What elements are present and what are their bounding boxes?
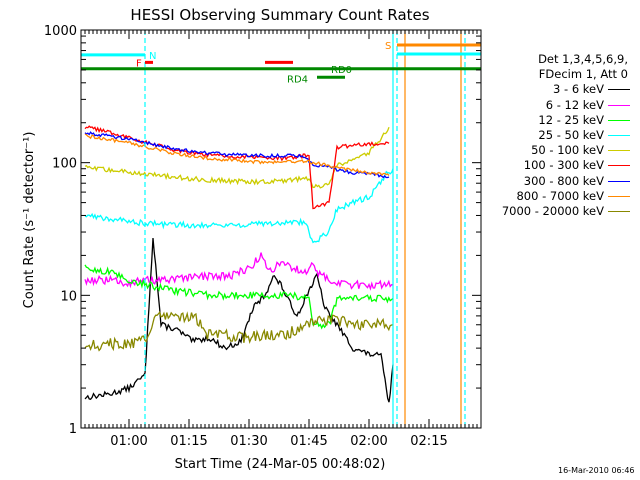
flag-label-rd0: RD0 [331,65,352,76]
legend-label: 100 - 300 keV [523,158,604,173]
legend-entry: 7000 - 20000 keV [488,204,634,219]
y-tick-label: 1 [69,422,77,437]
legend-header-line-1: Det 1,3,4,5,6,9, [538,52,628,66]
flag-label-rd4: RD4 [287,74,308,85]
legend-swatch [608,195,630,197]
x-tick-label: 02:15 [410,434,447,449]
x-tick-label: 01:00 [110,434,147,449]
legend-swatch [608,165,630,167]
series-line-8 [84,133,390,176]
y-tick-label: 10 [60,289,77,304]
generation-timestamp: 16-Mar-2010 06:46 [558,466,635,475]
legend-label: 300 - 800 keV [523,173,604,188]
legend-swatch [608,134,630,136]
legend-header-line-2: FDecim 1, Att 0 [538,67,628,82]
y-axis-label: Count Rate (s⁻¹ detector⁻¹) [22,132,37,309]
x-tick-label: 01:30 [230,434,267,449]
legend-entry: 25 - 50 keV [488,128,634,143]
series-line-1 [84,237,394,403]
series-line-3 [84,264,394,330]
legend-label: 50 - 100 keV [531,143,604,158]
legend-swatch [608,89,630,91]
x-axis-label: Start Time (24-Mar-05 00:48:02) [175,457,386,472]
series-line-2 [84,252,394,291]
legend-entry: 50 - 100 keV [488,143,634,158]
legend-entry: 3 - 6 keV [488,82,634,97]
chart-title: HESSI Observing Summary Count Rates [130,6,429,24]
legend-entry: 12 - 25 keV [488,113,634,128]
flag-label-n: N [149,51,156,62]
legend-label: 12 - 25 keV [538,112,604,127]
legend-label: 800 - 7000 keV [516,188,604,203]
legend-entry: 300 - 800 keV [488,174,634,189]
plot-frame [80,29,482,429]
series-line-7 [84,131,390,179]
series-line-5 [84,126,390,189]
legend-entry: 100 - 300 keV [488,158,634,173]
legend-label: 7000 - 20000 keV [501,203,604,218]
legend-label: 6 - 12 keV [545,97,604,112]
legend-entry: 800 - 7000 keV [488,189,634,204]
legend-swatch [608,150,630,152]
series-line-6 [84,125,390,210]
x-tick-label: 01:45 [290,434,327,449]
series-line-4 [84,168,394,244]
legend-swatch [608,119,630,121]
x-tick-label: 02:00 [350,434,387,449]
legend-entry: 6 - 12 keV [488,98,634,113]
flag-label-s: S [385,41,391,52]
x-tick-label: 01:15 [170,434,207,449]
series-line-9 [84,310,394,352]
flag-label-f: F [136,58,142,69]
legend-label: 25 - 50 keV [538,127,604,142]
y-tick-label: 1000 [44,24,77,39]
legend-swatch [608,210,630,212]
y-tick-label: 100 [52,157,77,172]
legend-label: 3 - 6 keV [553,82,604,97]
legend-swatch [608,180,630,182]
legend-swatch [608,104,630,106]
legend: Det 1,3,4,5,6,9, FDecim 1, Att 0 3 - 6 k… [488,52,634,219]
